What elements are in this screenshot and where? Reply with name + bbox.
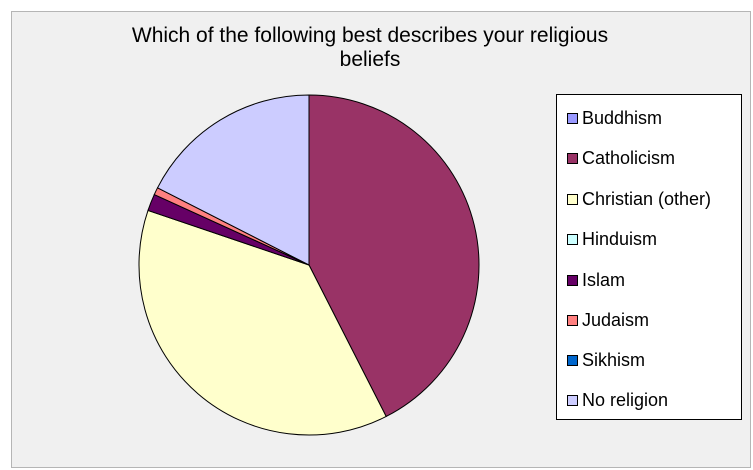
legend-label-judaism: Judaism <box>582 309 650 330</box>
pie-slices <box>138 94 480 436</box>
legend-label-buddhism: Buddhism <box>582 107 663 128</box>
legend-swatch-judaism <box>567 314 578 326</box>
legend-item-no-religion: No religion <box>567 390 668 410</box>
legend-swatch-islam <box>567 274 578 286</box>
legend-label-hinduism: Hinduism <box>582 228 658 249</box>
pie-slice-no-religion <box>156 94 310 266</box>
chart-title: Which of the following best describes yo… <box>131 24 609 71</box>
legend-item-sikhism: Sikhism <box>567 350 645 370</box>
legend-label-no-religion: No religion <box>582 389 669 410</box>
legend-swatch-buddhism <box>567 112 578 124</box>
legend-swatch-hinduism <box>567 233 578 245</box>
legend: Buddhism Catholicism Christian (other) H… <box>556 94 742 420</box>
legend-item-judaism: Judaism <box>567 310 649 330</box>
legend-item-hinduism: Hinduism <box>567 229 657 249</box>
pie-slice-catholicism <box>308 94 480 418</box>
legend-swatch-no-religion <box>567 394 578 406</box>
legend-item-islam: Islam <box>567 270 625 290</box>
legend-label-sikhism: Sikhism <box>582 349 646 370</box>
pie-slice-christian-other <box>138 209 387 436</box>
legend-swatch-catholicism <box>567 152 578 164</box>
legend-swatch-sikhism <box>567 354 578 366</box>
legend-label-catholicism: Catholicism <box>582 147 676 168</box>
legend-label-christian-other: Christian (other) <box>582 188 712 209</box>
legend-item-christian-other: Christian (other) <box>567 189 711 209</box>
legend-item-catholicism: Catholicism <box>567 148 675 168</box>
legend-item-buddhism: Buddhism <box>567 108 662 128</box>
legend-swatch-christian-other <box>567 193 578 205</box>
legend-label-islam: Islam <box>582 269 626 290</box>
